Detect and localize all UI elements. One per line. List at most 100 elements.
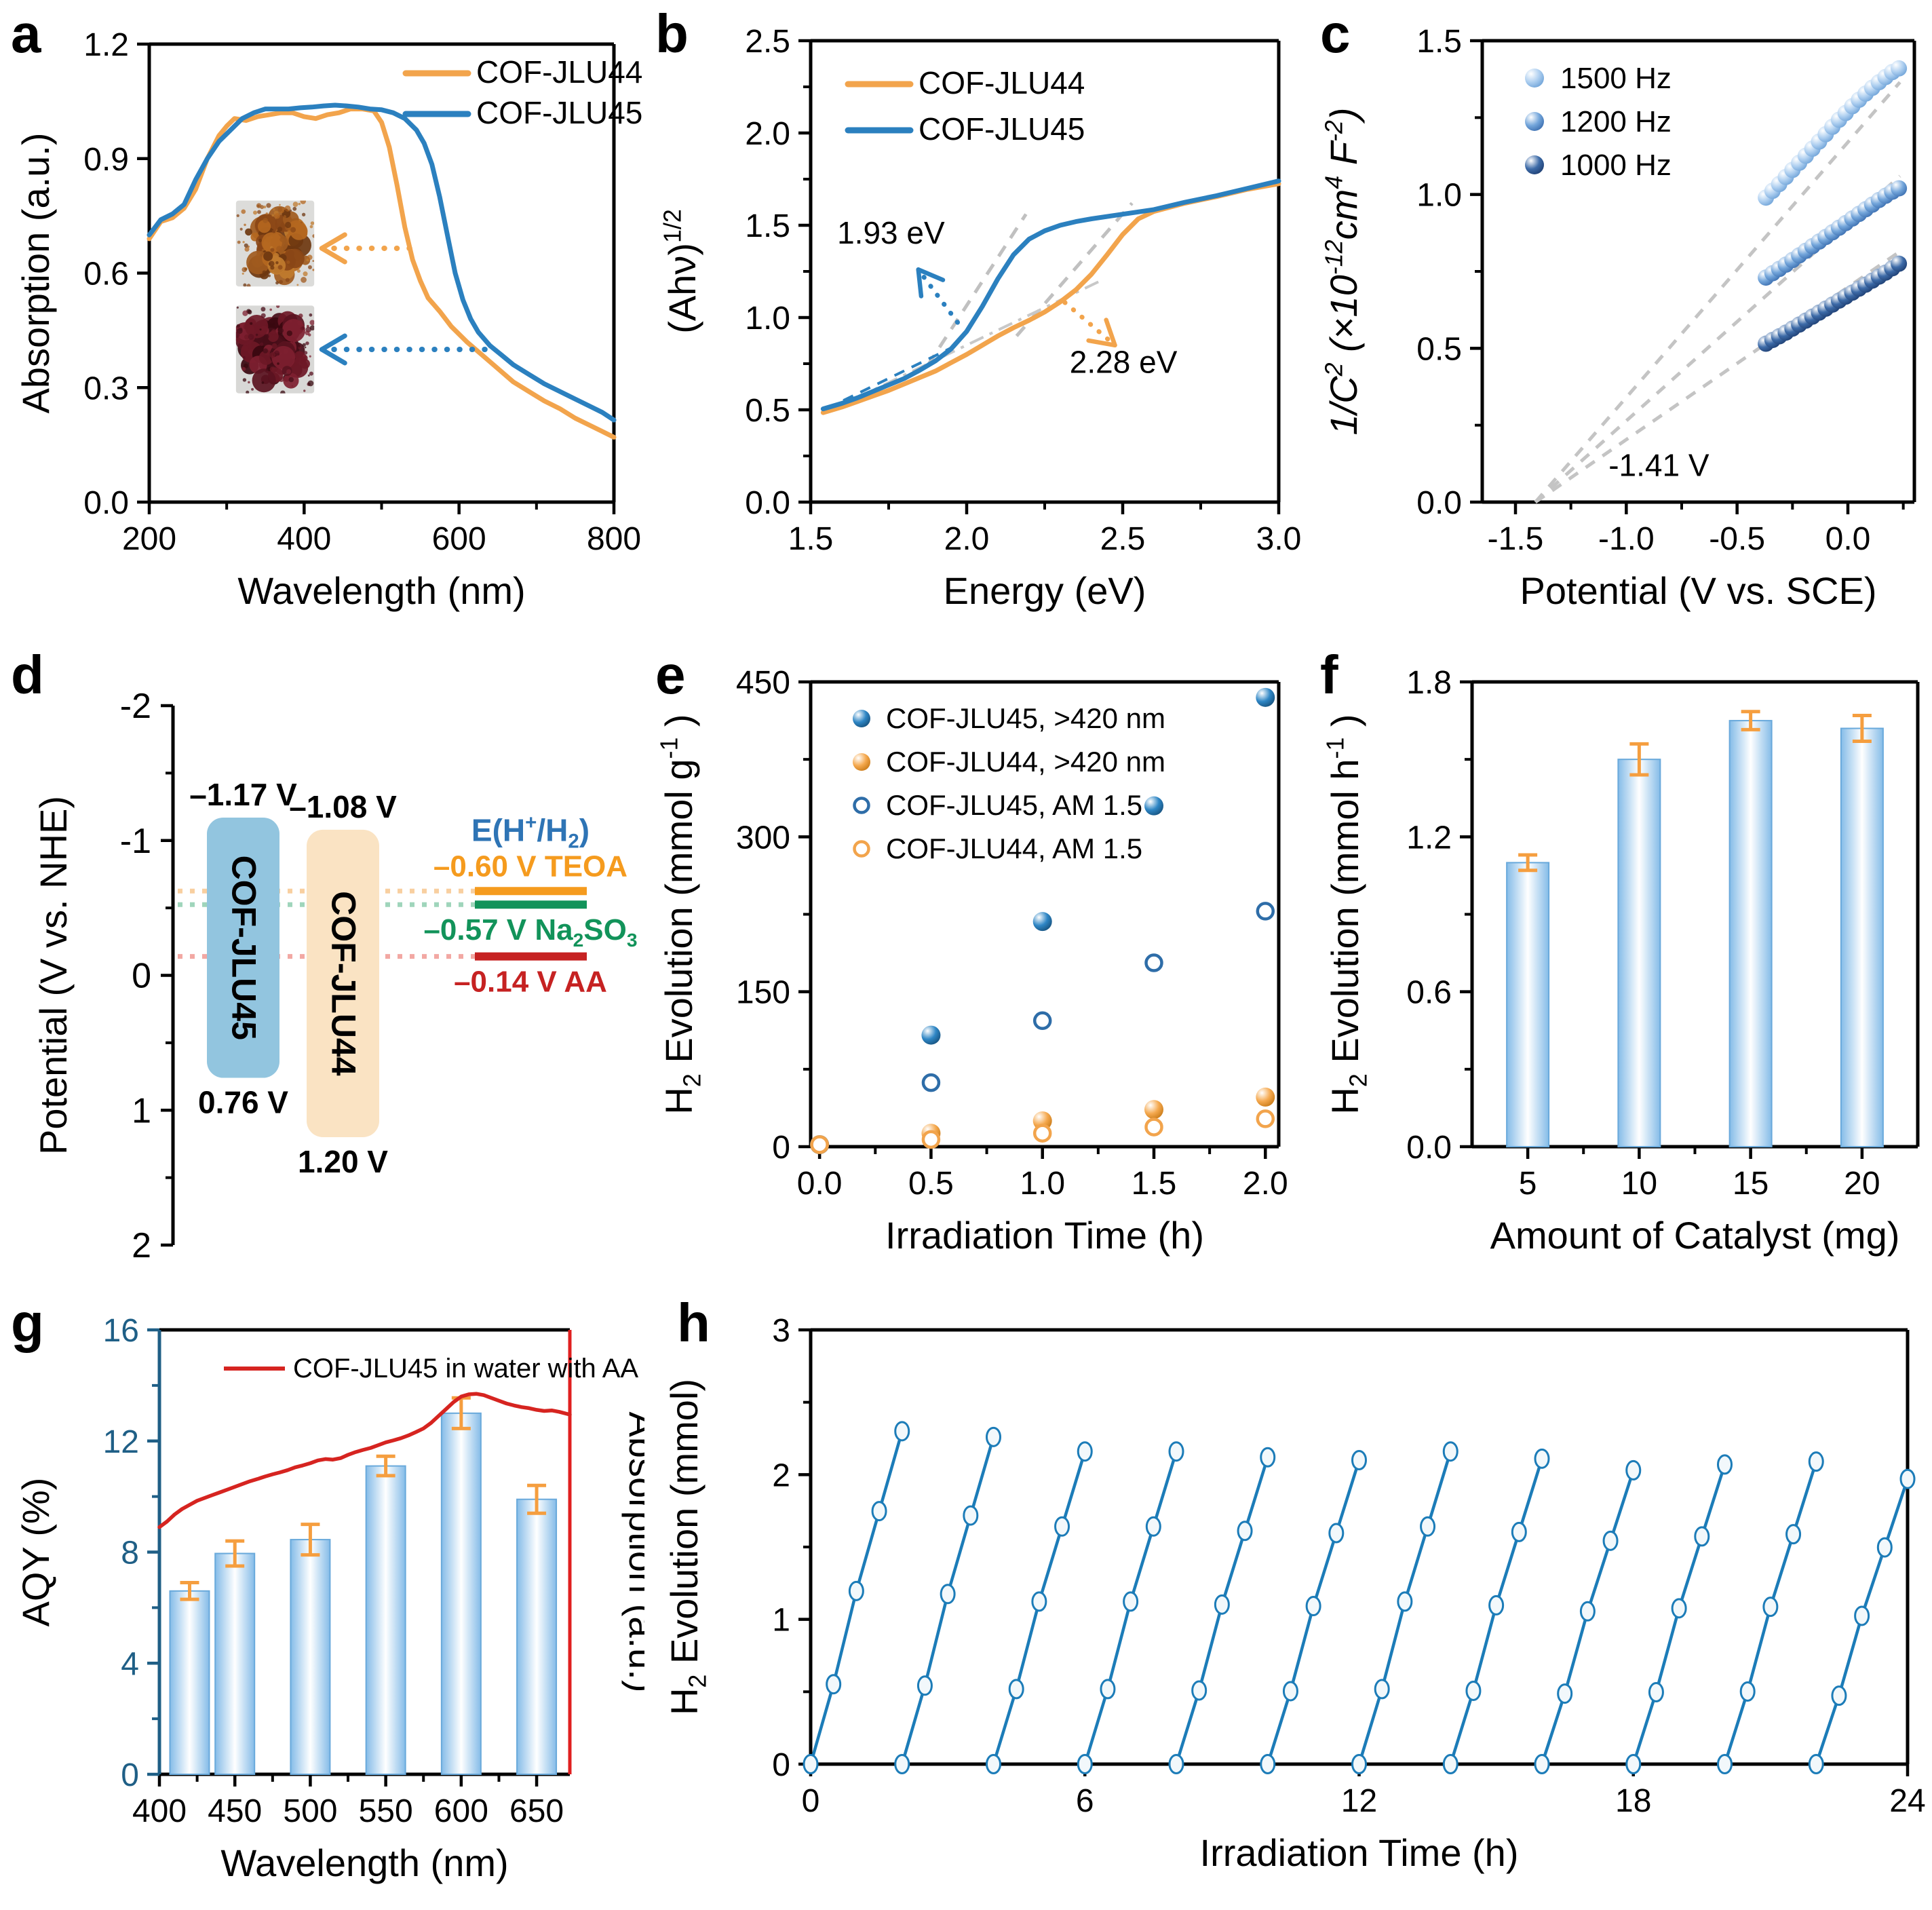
panel-b-guides: [826, 202, 1134, 414]
panel-e-axes: 0.0 0.5 1.0 1.5 2.0 0 150 300 450 Irradiation Tim…: [656, 665, 1288, 1257]
panel-f-letter: f: [1320, 645, 1338, 705]
panel-d-letter: d: [11, 645, 44, 705]
level-label: –0.14 V AA: [454, 966, 607, 999]
panel-g-xtick: 450: [208, 1793, 262, 1829]
legend-label: 1500 Hz: [1560, 62, 1672, 95]
flat-band-label: -1.41 V: [1608, 447, 1709, 482]
panel-g-bars: [169, 1396, 558, 1775]
panel-e-xlabel: Irradiation Time (h): [885, 1214, 1204, 1257]
legend-label: 1000 Hz: [1560, 149, 1672, 182]
panel-c-xtick: -0.5: [1709, 521, 1765, 557]
legend-label: 1200 Hz: [1560, 105, 1672, 138]
panel-h-xtick: 12: [1341, 1783, 1377, 1819]
panel-b-chart: 1.5 2.0 2.5 3.0 0.0 0.5 1.0 1.5 2.0 2.5 Energy (eV…: [659, 24, 1302, 612]
panel-a-ylabel: Absorption (a.u.): [14, 133, 57, 414]
panel-h-xtick: 0: [802, 1783, 820, 1819]
panel-h-xlabel: Irradiation Time (h): [1200, 1831, 1519, 1874]
panel-g-absorption-curve: [157, 1392, 572, 1529]
panel-a-xtick: 600: [432, 521, 486, 557]
panel-b-xtick: 1.5: [788, 521, 834, 557]
panel-a-axes: 200 400 600 800 0.0 0.3 0.6 0.9 1.2 Wavelength (n…: [14, 27, 641, 612]
panel-f-xlabel: Amount of Catalyst (mg): [1490, 1214, 1900, 1257]
panel-c-xlabel: Potential (V vs. SCE): [1520, 569, 1877, 612]
panel-h-ytick: 2: [772, 1457, 790, 1493]
panel-d-ytick: 2: [132, 1226, 151, 1265]
panel-b-ytick: 0.0: [745, 485, 790, 521]
panel-c-series: [1758, 60, 1908, 352]
band-gap-label: 2.28 eV: [1070, 345, 1178, 380]
panel-c-legend: 1500 Hz 1200 Hz 1000 Hz: [1525, 62, 1672, 182]
panel-e-ytick: 0: [772, 1130, 790, 1166]
panel-a-xtick: 400: [277, 521, 331, 557]
panel-e-series: [810, 687, 1275, 1154]
panel-e-xtick: 2.0: [1243, 1166, 1288, 1202]
panel-d-axis: -2 -1 0 1 2 Potential (V vs. NHE): [32, 687, 175, 1265]
panel-h-ytick: 1: [772, 1603, 790, 1639]
panel-f-ytick: 1.2: [1406, 820, 1452, 856]
panel-b-xtick: 3.0: [1256, 521, 1302, 557]
panel-h-xtick: 6: [1076, 1783, 1094, 1819]
panel-f-xtick: 5: [1519, 1166, 1537, 1202]
inset-arrow-0: [319, 232, 416, 265]
panel-g-xtick: 400: [132, 1793, 187, 1829]
panel-f-axes: 5 10 15 20 0.0 0.6 1.2 1.8 Amount of Catalyst (m…: [1322, 665, 1920, 1257]
panel-f-ytick: 1.8: [1406, 665, 1452, 701]
panel-c-xtick: 0.0: [1825, 521, 1871, 557]
panel-g-xtick: 600: [434, 1793, 488, 1829]
panel-c: -1.5 -1.0 -0.5 0.0 0.0 0.5 1.0 1.5 Potential (V …: [1309, 0, 1932, 641]
panel-d-ytick: 1: [132, 1091, 151, 1130]
material-name: COF-JLU45: [225, 856, 263, 1040]
panel-b: 1.5 2.0 2.5 3.0 0.0 0.5 1.0 1.5 2.0 2.5 Energy (eV…: [644, 0, 1309, 641]
inset-arrow-1: [319, 333, 499, 366]
panel-f: 5 10 15 20 0.0 0.6 1.2 1.8 Amount of Catalyst (m…: [1309, 641, 1932, 1289]
panel-e-chart: 0.0 0.5 1.0 1.5 2.0 0 150 300 450 Irradiation Tim…: [656, 665, 1288, 1257]
panel-c-axes: -1.5 -1.0 -0.5 0.0 0.0 0.5 1.0 1.5 Potential (V …: [1321, 24, 1916, 612]
legend-label: COF-JLU44, AM 1.5: [886, 833, 1142, 864]
panel-b-letter: b: [655, 3, 689, 64]
panel-d-ytick: 0: [132, 957, 151, 996]
panel-b-ytick: 2.5: [745, 24, 790, 60]
panel-g-xlabel: Wavelength (nm): [220, 1841, 508, 1884]
panel-e: 0.0 0.5 1.0 1.5 2.0 0 150 300 450 Irradiation Tim…: [644, 641, 1309, 1289]
panel-d-ylabel: Potential (V vs. NHE): [32, 796, 75, 1155]
panel-e-ylabel: H2 Evolution (mmol g-1 ): [656, 714, 706, 1114]
panel-f-bars: [1506, 710, 1884, 1148]
panel-g: 400 450 500 550 600 650 0 4 8 12 16 Wavelength (nm)…: [0, 1289, 644, 1910]
panel-h-letter: h: [677, 1293, 710, 1353]
panel-g-xtick: 550: [359, 1793, 413, 1829]
panel-e-xtick: 1.0: [1020, 1166, 1065, 1202]
panel-a-xtick: 800: [587, 521, 641, 557]
panel-a-chart: 200 400 600 800 0.0 0.3 0.6 0.9 1.2 Wavelength (n…: [14, 27, 642, 612]
panel-c-chart: -1.5 -1.0 -0.5 0.0 0.0 0.5 1.0 1.5 Potential (V …: [1321, 24, 1916, 612]
panel-f-chart: 5 10 15 20 0.0 0.6 1.2 1.8 Amount of Catalyst (m…: [1322, 665, 1920, 1257]
panel-b-legend: COF-JLU44 COF-JLU45: [845, 65, 1085, 147]
panel-e-ytick: 150: [736, 975, 790, 1011]
panel-e-xtick: 0.0: [797, 1166, 843, 1202]
panel-a-letter: a: [11, 3, 41, 64]
panel-e-xtick: 0.5: [908, 1166, 954, 1202]
material-bar-COF-JLU45: COF-JLU45 –1.17 V 0.76 V: [189, 777, 297, 1120]
vb-label: 1.20 V: [298, 1144, 388, 1179]
panel-g-legend: COF-JLU45 in water with AA: [224, 1354, 638, 1383]
level-label: –0.57 V Na2SO3: [423, 913, 637, 951]
panel-b-xtick: 2.0: [944, 521, 990, 557]
panel-a-ytick: 0.6: [83, 256, 129, 292]
panel-g-axes: 400 450 500 550 600 650 0 4 8 12 16 Wavelength (nm)…: [14, 1313, 572, 1884]
panel-b-annotations: 1.93 eV 2.28 eV: [837, 215, 1178, 379]
legend-label: COF-JLU44, >420 nm: [886, 746, 1165, 778]
panel-g-ytick: 8: [121, 1535, 139, 1571]
h2-potential-label: E(H+/H2): [471, 811, 590, 853]
panel-a-ytick: 1.2: [83, 27, 129, 63]
level-label: –0.60 V TEOA: [433, 849, 627, 883]
panel-g-ytick: 12: [103, 1424, 139, 1460]
material-name: COF-JLU44: [325, 891, 363, 1075]
panel-g-chart: 400 450 500 550 600 650 0 4 8 12 16 Wavelength (nm)…: [14, 1313, 644, 1884]
panel-a-ytick: 0.9: [83, 142, 129, 178]
panel-a-series: [147, 102, 617, 440]
legend-label: COF-JLU44: [919, 65, 1085, 100]
panel-g-letter: g: [11, 1293, 44, 1353]
panel-b-ytick: 1.0: [745, 301, 790, 337]
legend-label: COF-JLU45, >420 nm: [886, 702, 1165, 734]
vb-label: 0.76 V: [198, 1085, 288, 1120]
